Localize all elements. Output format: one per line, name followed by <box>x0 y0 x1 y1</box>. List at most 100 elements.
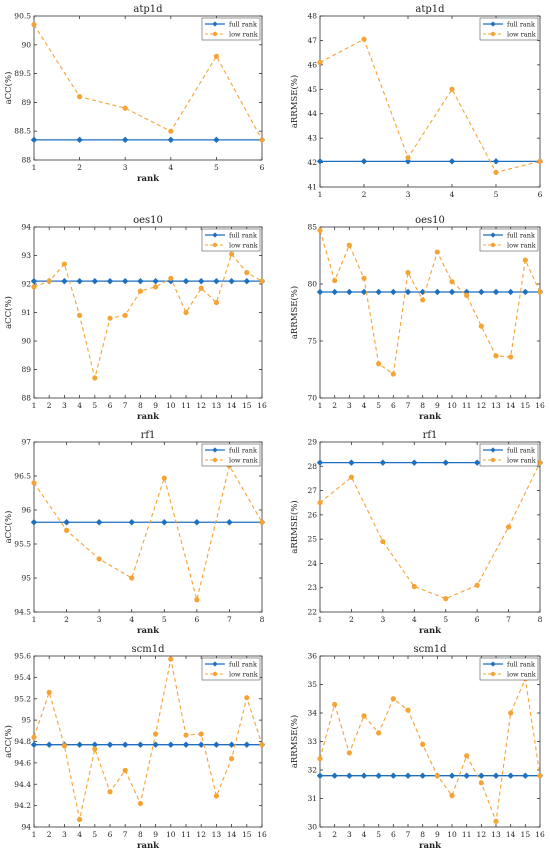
x-tick-label: 1 <box>32 401 37 410</box>
full-rank-point <box>122 136 129 144</box>
legend-swatch-marker <box>212 671 218 677</box>
low-rank-point <box>380 538 386 545</box>
y-axis-label: aRRMSE(%) <box>289 500 300 553</box>
low-rank-point <box>259 278 265 284</box>
full-rank-point <box>442 459 449 466</box>
x-tick-label: 16 <box>257 830 267 839</box>
legend: full rank low rank <box>479 17 539 41</box>
low-rank-point <box>31 734 37 740</box>
full-rank-point <box>137 277 144 285</box>
full-rank-point <box>375 772 382 779</box>
x-tick-label: 5 <box>162 615 167 624</box>
x-tick-label: 2 <box>332 401 337 410</box>
y-tick-label: 42 <box>307 158 317 167</box>
x-tick-label: 1 <box>32 830 37 839</box>
y-tick-label: 93 <box>21 251 31 260</box>
y-tick-label: 95.5 <box>14 540 31 549</box>
y-tick-label: 24 <box>307 559 317 568</box>
legend-swatch-marker <box>490 457 496 463</box>
low-rank-point <box>92 746 98 752</box>
x-tick-label: 16 <box>257 401 267 410</box>
low-rank-point <box>390 696 396 702</box>
low-rank-line <box>33 659 263 820</box>
full-rank-point <box>404 288 412 296</box>
low-rank-point <box>317 500 323 506</box>
y-tick-label: 35 <box>307 680 317 689</box>
low-rank-point <box>449 793 455 799</box>
legend-swatch-marker <box>212 31 218 37</box>
x-tick-label: 2 <box>47 830 52 839</box>
y-tick-label: 30 <box>307 823 317 832</box>
y-tick-label: 28 <box>307 462 317 471</box>
low-rank-point <box>168 656 174 662</box>
low-rank-point <box>411 583 417 590</box>
y-tick-label: 94.6 <box>14 758 31 767</box>
low-rank-point <box>213 53 219 59</box>
low-rank-point <box>229 251 235 257</box>
low-rank-point <box>31 284 37 290</box>
low-rank-point <box>259 742 265 748</box>
legend: full rank low rank <box>201 657 261 681</box>
full-rank-point <box>243 741 250 748</box>
plot-frame <box>319 441 541 613</box>
x-tick-label: 7 <box>123 830 128 839</box>
low-rank-point <box>361 36 367 42</box>
x-tick-label: 10 <box>447 830 457 839</box>
low-rank-point <box>96 556 102 562</box>
chart-title: atp1d <box>415 4 445 15</box>
y-axis-label: aCC(%) <box>3 725 14 758</box>
y-tick-label: 25 <box>307 535 317 544</box>
y-axis-label: aCC(%) <box>3 72 14 105</box>
y-tick-label: 95.2 <box>14 694 31 703</box>
full-rank-point <box>507 288 514 296</box>
x-tick-label: 12 <box>196 830 206 839</box>
x-tick-label: 15 <box>242 830 252 839</box>
full-rank-point <box>30 277 38 285</box>
y-tick-label: 94.4 <box>14 780 31 789</box>
legend-label: full rank <box>507 231 535 239</box>
full-rank-point <box>404 158 412 165</box>
low-rank-point <box>478 780 484 786</box>
low-rank-point <box>505 524 512 530</box>
full-rank-point <box>128 519 135 526</box>
low-rank-point <box>77 94 83 100</box>
y-tick-label: 88 <box>21 156 31 165</box>
full-rank-point <box>106 741 114 748</box>
y-tick-label: 89 <box>21 365 31 374</box>
full-rank-point <box>167 136 174 144</box>
x-tick-label: 11 <box>462 830 472 839</box>
x-tick-label: 8 <box>138 401 143 410</box>
low-rank-point <box>153 731 159 737</box>
low-rank-point <box>213 793 219 799</box>
low-rank-point <box>434 773 440 779</box>
legend-label: low rank <box>507 456 536 464</box>
low-rank-point <box>443 596 449 602</box>
x-tick-label: 5 <box>443 615 448 624</box>
x-tick-label: 10 <box>166 401 176 410</box>
low-rank-point <box>183 309 189 316</box>
legend: full rank low rank <box>479 228 539 252</box>
x-tick-label: 4 <box>77 401 82 410</box>
x-tick-label: 3 <box>347 830 352 839</box>
full-rank-point <box>346 288 353 296</box>
full-rank-point <box>522 772 529 779</box>
full-rank-point <box>46 741 53 748</box>
x-axis-label: rank <box>419 626 442 636</box>
low-rank-point <box>198 731 204 737</box>
y-axis-label: aRRMSE(%) <box>289 75 300 128</box>
legend-label: full rank <box>229 660 257 668</box>
full-rank-point <box>492 772 500 779</box>
x-tick-label: 11 <box>181 401 191 410</box>
plot-frame <box>33 441 263 613</box>
y-tick-label: 22 <box>307 608 317 617</box>
legend-label: low rank <box>507 241 536 249</box>
low-rank-point <box>434 249 440 255</box>
low-rank-point <box>390 371 396 377</box>
legend: full rank low rank <box>201 228 261 252</box>
x-tick-label: 11 <box>462 401 472 410</box>
full-rank-point <box>360 288 368 296</box>
full-rank-point <box>182 277 190 285</box>
x-tick-label: 3 <box>380 615 385 624</box>
low-rank-point <box>420 741 426 747</box>
